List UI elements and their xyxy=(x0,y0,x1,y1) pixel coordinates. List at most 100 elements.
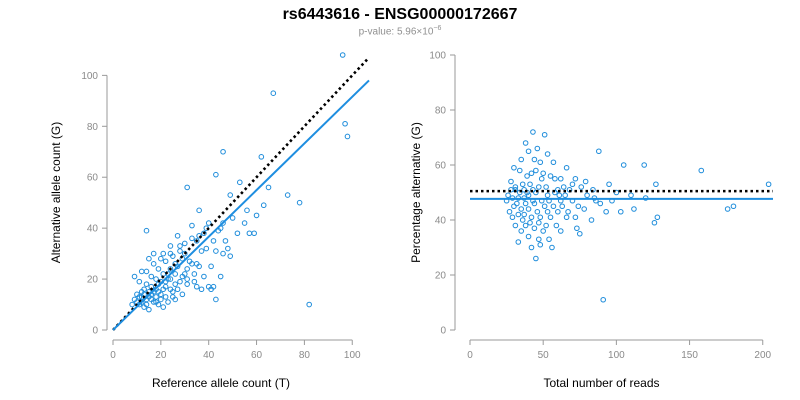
data-point xyxy=(158,291,164,298)
data-point xyxy=(518,228,525,234)
data-point xyxy=(765,181,772,188)
data-point xyxy=(146,306,152,313)
data-point xyxy=(597,200,604,207)
page-subtitle: p-value: 5.96×10−6 xyxy=(0,25,800,37)
x-axis-title: Total number of reads xyxy=(543,376,659,390)
data-point xyxy=(160,304,167,310)
data-point xyxy=(172,281,179,287)
data-point xyxy=(148,273,155,280)
data-point xyxy=(560,184,567,190)
data-point xyxy=(227,253,234,259)
data-point xyxy=(575,203,582,210)
data-point xyxy=(339,52,346,58)
data-point xyxy=(213,248,219,254)
data-point xyxy=(198,286,205,293)
data-point xyxy=(533,167,539,174)
data-point xyxy=(131,273,138,280)
data-point xyxy=(506,208,513,215)
data-point xyxy=(205,220,212,226)
y-tick-label: 60 xyxy=(435,161,447,172)
data-point xyxy=(284,192,291,198)
data-point xyxy=(179,291,186,298)
data-point xyxy=(143,281,150,287)
data-point xyxy=(617,208,624,215)
y-tick-label: 80 xyxy=(87,122,99,133)
data-point xyxy=(241,220,248,226)
data-point xyxy=(581,206,587,212)
data-point xyxy=(569,181,576,188)
data-point xyxy=(191,271,198,277)
data-point xyxy=(534,145,541,152)
data-point xyxy=(698,167,705,174)
data-point xyxy=(522,222,529,229)
data-point xyxy=(174,286,181,293)
data-point xyxy=(213,171,219,178)
y-tick-label: 100 xyxy=(81,71,98,82)
data-point xyxy=(150,299,157,305)
data-point xyxy=(553,222,560,229)
data-point xyxy=(533,189,539,196)
data-point xyxy=(201,230,207,237)
p-value-exponent: −6 xyxy=(433,25,442,32)
data-point xyxy=(528,244,535,251)
data-point xyxy=(189,235,195,242)
y-tick-label: 20 xyxy=(435,271,447,282)
data-point xyxy=(246,230,253,237)
data-point xyxy=(201,273,207,280)
data-point xyxy=(177,243,183,249)
data-point xyxy=(191,278,198,285)
data-point xyxy=(535,236,542,243)
data-point xyxy=(550,203,557,210)
data-point xyxy=(167,250,174,257)
data-point xyxy=(181,250,188,257)
data-point xyxy=(136,294,143,300)
data-point xyxy=(208,286,214,293)
data-point xyxy=(613,189,620,196)
data-point xyxy=(174,232,181,239)
x-tick-label: 20 xyxy=(155,350,167,361)
data-point xyxy=(160,250,167,257)
data-point xyxy=(189,222,195,229)
data-point xyxy=(146,255,152,262)
page-title: rs6443616 - ENSG00000172667 xyxy=(282,6,518,23)
data-point xyxy=(531,225,538,232)
data-point xyxy=(533,255,539,262)
data-point xyxy=(628,192,634,199)
data-point xyxy=(522,200,529,207)
data-point xyxy=(518,156,525,163)
data-point xyxy=(582,178,589,185)
data-point xyxy=(225,245,231,252)
data-point xyxy=(535,219,542,226)
data-point xyxy=(559,203,566,210)
data-point xyxy=(244,207,250,214)
data-point xyxy=(544,151,551,157)
data-point xyxy=(606,181,612,188)
data-point xyxy=(537,241,544,248)
data-point xyxy=(511,203,517,210)
x-tick-label: 80 xyxy=(299,350,311,361)
data-point xyxy=(131,296,138,303)
data-point xyxy=(296,199,303,206)
data-point xyxy=(512,184,519,190)
data-point xyxy=(270,90,277,96)
data-point xyxy=(193,260,200,267)
data-point xyxy=(508,178,514,185)
data-point xyxy=(557,228,564,234)
data-point xyxy=(522,140,529,146)
data-point xyxy=(193,283,200,290)
data-point xyxy=(167,266,174,272)
data-point xyxy=(141,304,147,310)
x-tick-label: 0 xyxy=(110,350,116,361)
y-tick-label: 0 xyxy=(440,326,446,337)
data-point xyxy=(543,222,549,229)
data-point xyxy=(527,181,533,188)
data-point xyxy=(198,248,205,254)
x-tick-label: 50 xyxy=(538,350,550,361)
y-tick-label: 40 xyxy=(87,224,99,235)
data-point xyxy=(342,120,348,127)
data-point xyxy=(563,214,570,221)
data-point xyxy=(519,217,526,223)
data-point xyxy=(172,296,179,303)
data-point xyxy=(141,286,147,293)
y-tick-label: 60 xyxy=(87,173,99,184)
